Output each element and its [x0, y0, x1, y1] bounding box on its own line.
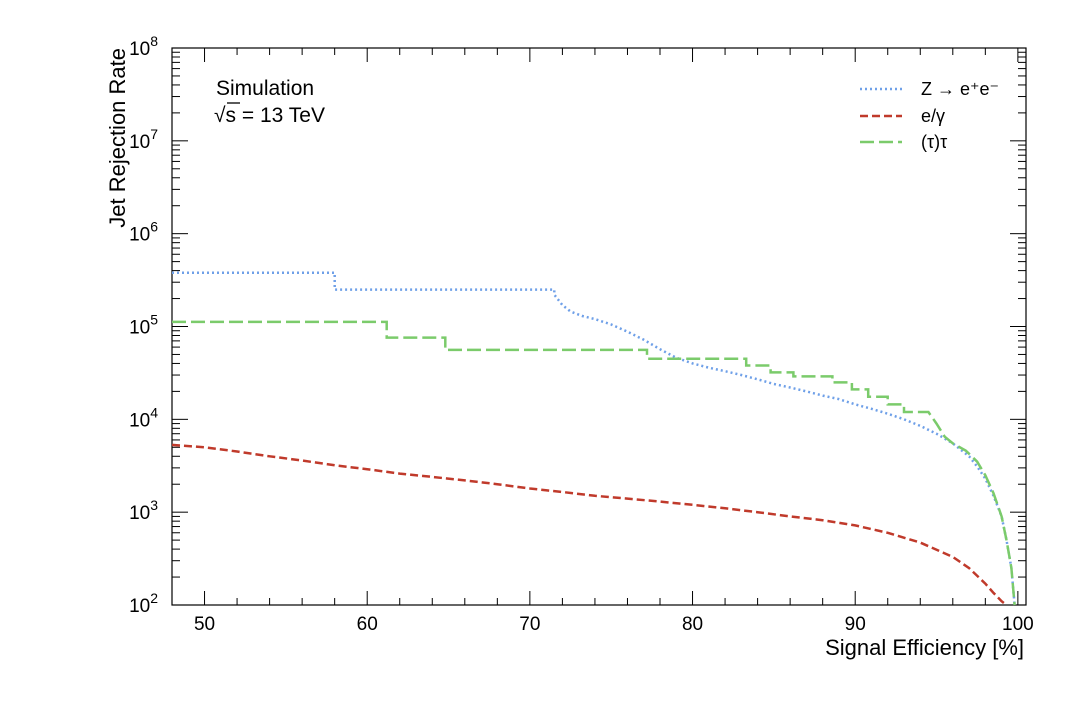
y-tick-labels: 102 103 104 105 106 107 108 — [129, 33, 158, 617]
series-line-tau — [172, 320, 1016, 606]
y-axis-title: Jet Rejection Rate — [105, 48, 130, 228]
legend-entry-z-ee: Z → e⁺e⁻ — [860, 79, 999, 99]
annotation-simulation: Simulation — [216, 77, 314, 100]
x-tick-labels: 50 60 70 80 90 100 — [194, 614, 1034, 635]
legend-entry-tau: (τ)τ — [860, 132, 947, 152]
y-tick-label: 107 — [129, 126, 158, 153]
legend-entry-e-gamma: e/γ — [860, 106, 945, 126]
energy-value: = 13 TeV — [236, 104, 325, 127]
legend-label-tau: (τ)τ — [921, 132, 947, 152]
legend-label-e-gamma: e/γ — [921, 106, 945, 126]
series-layer — [171, 271, 1016, 606]
x-tick-label: 100 — [1002, 614, 1034, 635]
axis-ticks — [171, 47, 1026, 606]
y-tick-label: 104 — [129, 404, 158, 431]
y-tick-label: 108 — [129, 33, 158, 60]
y-tick-label: 103 — [129, 497, 158, 524]
sqrt-argument: s — [226, 104, 237, 127]
x-axis-title: Signal Efficiency [%] — [825, 635, 1024, 660]
x-tick-label: 90 — [845, 614, 866, 635]
series-line-z-ee — [172, 271, 1016, 606]
y-tick-label: 105 — [129, 312, 158, 339]
x-tick-label: 50 — [194, 614, 215, 635]
y-tick-label: 106 — [129, 219, 158, 246]
sqrt-symbol: √ — [214, 104, 226, 127]
legend-label-z-ee: Z → e⁺e⁻ — [921, 79, 999, 99]
annotation-energy: √s = 13 TeV — [214, 104, 325, 127]
x-tick-label: 60 — [357, 614, 378, 635]
x-tick-label: 70 — [519, 614, 540, 635]
legend: Z → e⁺e⁻ e/γ (τ)τ — [860, 79, 999, 152]
y-tick-label: 102 — [129, 590, 158, 617]
x-tick-label: 80 — [682, 614, 703, 635]
series-line-e-gamma — [171, 443, 1008, 606]
